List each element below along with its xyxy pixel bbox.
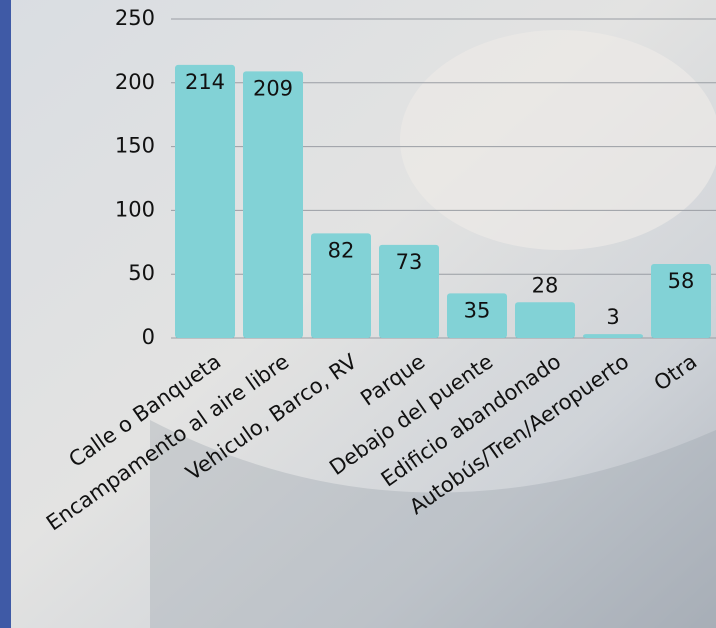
data-label: 28 xyxy=(532,273,559,297)
y-tick-label: 50 xyxy=(128,261,155,285)
background-blur xyxy=(400,30,716,250)
y-tick-label: 0 xyxy=(142,325,155,349)
bar xyxy=(447,293,507,338)
bar xyxy=(379,244,439,338)
bar xyxy=(651,263,711,338)
y-tick-label: 150 xyxy=(115,134,155,158)
data-label: 73 xyxy=(396,250,423,274)
data-label: 35 xyxy=(464,298,491,322)
bar xyxy=(515,302,575,338)
bar xyxy=(175,64,235,338)
bar xyxy=(243,71,303,338)
bar xyxy=(311,233,371,338)
background-shade xyxy=(150,420,716,628)
data-label: 58 xyxy=(668,269,695,293)
y-tick-label: 100 xyxy=(115,197,155,221)
data-label: 214 xyxy=(185,70,225,94)
side-strip xyxy=(0,0,11,628)
data-label: 82 xyxy=(328,238,355,262)
data-label: 209 xyxy=(253,76,293,100)
bar xyxy=(583,334,643,338)
data-label: 3 xyxy=(606,305,619,329)
y-tick-label: 250 xyxy=(115,6,155,30)
y-tick-label: 200 xyxy=(115,70,155,94)
